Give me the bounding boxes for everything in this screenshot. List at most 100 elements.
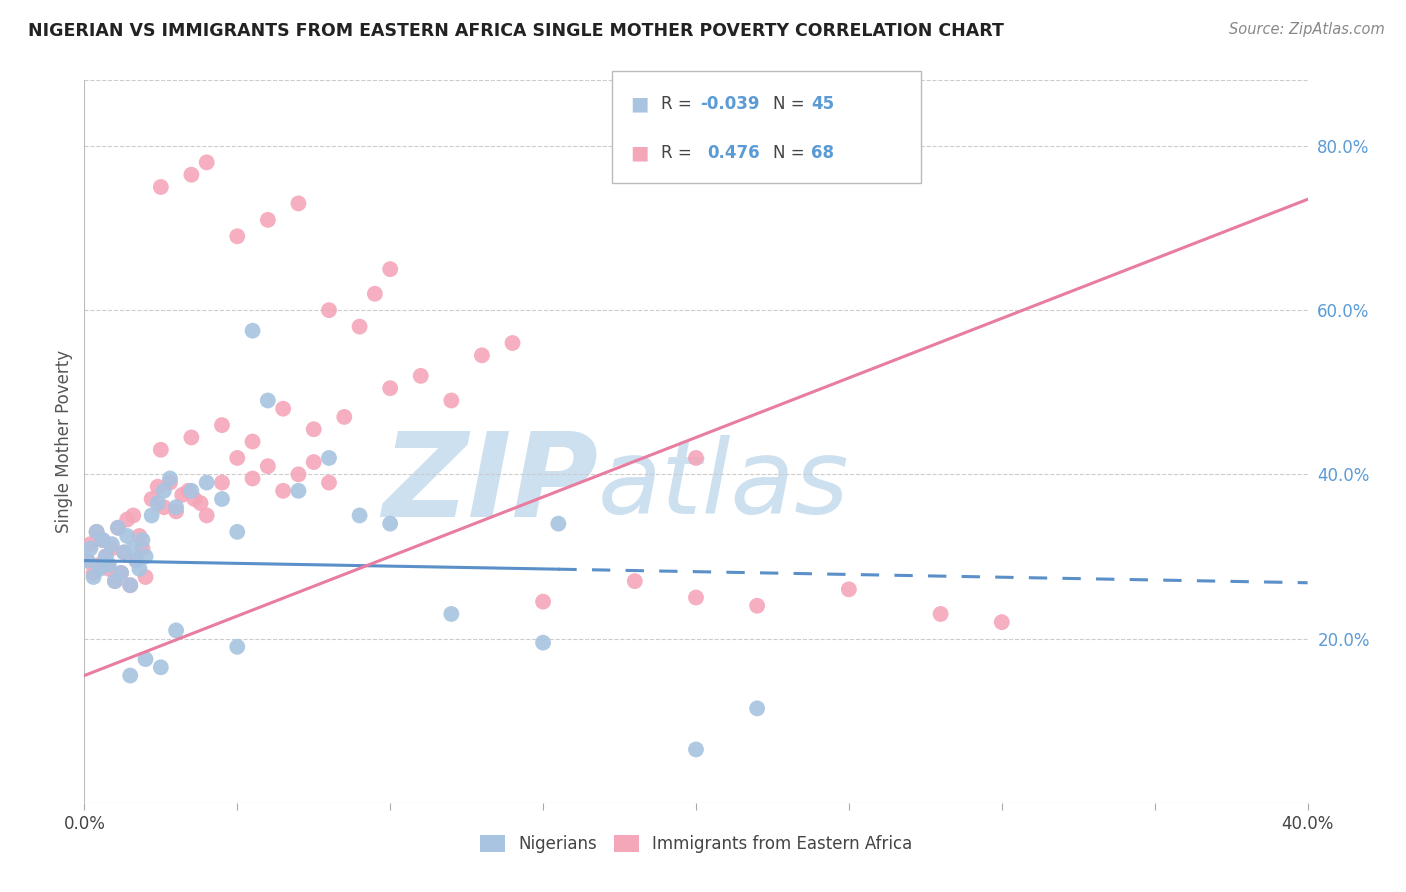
Point	[115, 512, 138, 526]
Point	[120, 578, 142, 592]
Point	[165, 504, 187, 518]
Point	[101, 541, 124, 556]
Point	[349, 508, 371, 523]
Text: N =: N =	[773, 95, 810, 112]
Point	[125, 553, 148, 567]
Point	[76, 553, 98, 567]
Point	[149, 442, 172, 457]
Point	[141, 508, 163, 523]
Text: atlas: atlas	[598, 435, 849, 535]
Point	[287, 483, 309, 498]
Point	[110, 566, 132, 580]
Point	[211, 418, 233, 433]
Point	[195, 475, 218, 490]
Text: R =: R =	[661, 144, 697, 161]
Text: 0.476: 0.476	[707, 144, 759, 161]
Point	[135, 570, 157, 584]
Point	[153, 483, 176, 498]
Text: ■: ■	[630, 144, 648, 162]
Point	[318, 475, 340, 490]
Point	[86, 524, 108, 539]
Point	[685, 742, 707, 756]
Text: ■: ■	[630, 94, 648, 113]
Text: N =: N =	[773, 144, 810, 161]
Point	[120, 668, 142, 682]
Point	[409, 368, 432, 383]
Point	[502, 336, 524, 351]
Point	[226, 640, 249, 654]
Point	[107, 521, 129, 535]
Point	[128, 562, 150, 576]
Point	[991, 615, 1014, 630]
Point	[531, 594, 554, 608]
Point	[242, 434, 264, 449]
Point	[79, 541, 101, 556]
Point	[101, 537, 124, 551]
Point	[929, 607, 952, 621]
Point	[79, 537, 101, 551]
Point	[226, 450, 249, 465]
Point	[287, 196, 309, 211]
Point	[86, 524, 108, 539]
Point	[195, 155, 218, 169]
Point	[747, 701, 769, 715]
Point	[190, 496, 212, 510]
Point	[76, 553, 98, 567]
Point	[380, 262, 402, 277]
Point	[135, 549, 157, 564]
Point	[131, 541, 153, 556]
Point	[89, 558, 111, 572]
Point	[685, 450, 707, 465]
Point	[159, 475, 181, 490]
Point	[195, 508, 218, 523]
Point	[125, 553, 148, 567]
Point	[149, 180, 172, 194]
Text: Source: ZipAtlas.com: Source: ZipAtlas.com	[1229, 22, 1385, 37]
Point	[94, 549, 117, 564]
Point	[531, 636, 554, 650]
Text: 68: 68	[811, 144, 834, 161]
Point	[471, 348, 494, 362]
Point	[257, 393, 280, 408]
Text: NIGERIAN VS IMMIGRANTS FROM EASTERN AFRICA SINGLE MOTHER POVERTY CORRELATION CHA: NIGERIAN VS IMMIGRANTS FROM EASTERN AFRI…	[28, 22, 1004, 40]
Point	[128, 529, 150, 543]
Point	[685, 591, 707, 605]
Y-axis label: Single Mother Poverty: Single Mother Poverty	[55, 350, 73, 533]
Point	[83, 570, 105, 584]
Point	[165, 500, 187, 515]
Point	[226, 229, 249, 244]
Point	[104, 574, 127, 588]
Point	[180, 483, 202, 498]
Point	[440, 607, 463, 621]
Point	[226, 524, 249, 539]
Point	[547, 516, 569, 531]
Point	[91, 533, 114, 547]
Point	[94, 549, 117, 564]
Point	[165, 624, 187, 638]
Point	[153, 500, 176, 515]
Point	[122, 508, 145, 523]
Point	[89, 562, 111, 576]
Point	[141, 491, 163, 506]
Point	[149, 660, 172, 674]
Point	[159, 471, 181, 485]
Point	[440, 393, 463, 408]
Point	[364, 286, 387, 301]
Text: -0.039: -0.039	[700, 95, 759, 112]
Point	[211, 491, 233, 506]
Point	[120, 578, 142, 592]
Point	[211, 475, 233, 490]
Point	[349, 319, 371, 334]
Point	[104, 574, 127, 588]
Point	[107, 521, 129, 535]
Point	[83, 566, 105, 580]
Point	[380, 381, 402, 395]
Text: ZIP: ZIP	[382, 427, 598, 542]
Point	[97, 562, 120, 576]
Point	[747, 599, 769, 613]
Point	[110, 566, 132, 580]
Point	[302, 422, 325, 436]
Legend: Nigerians, Immigrants from Eastern Africa: Nigerians, Immigrants from Eastern Afric…	[474, 828, 918, 860]
Point	[271, 483, 294, 498]
Point	[257, 459, 280, 474]
